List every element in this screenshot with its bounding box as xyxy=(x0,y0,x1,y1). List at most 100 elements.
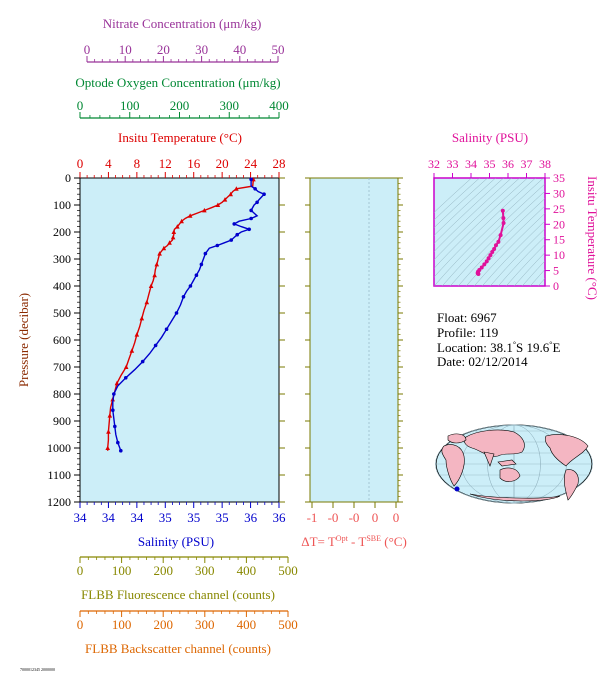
delta-tick-label: -0 xyxy=(328,510,339,525)
salinity-point xyxy=(174,311,179,315)
temperature-point xyxy=(154,261,160,267)
pressure-tick-label: 400 xyxy=(53,279,71,293)
ts-series xyxy=(475,208,506,276)
temperature-point xyxy=(123,364,129,369)
ts-point xyxy=(484,259,489,264)
temperature-point xyxy=(202,207,207,213)
pressure-tick-label: 0 xyxy=(65,171,71,185)
landmass-antarctica xyxy=(469,493,561,502)
location-map xyxy=(435,424,593,504)
temperature-point xyxy=(187,213,193,218)
location: Location: 38.1°S 19.6°E xyxy=(437,340,560,355)
temperature-point xyxy=(228,191,233,197)
delta-axis-label: ΔT= TOpt - TSBE (°C) xyxy=(301,534,407,549)
profile-plot-area xyxy=(79,177,280,503)
temperature-point xyxy=(222,197,228,202)
nitrate-tick-label: 10 xyxy=(119,42,132,57)
ts-salinity-axis-label: Salinity (PSU) xyxy=(452,130,528,145)
temperature-point xyxy=(105,445,111,450)
profile-plot-ticks: 0 4 8 12 16 20 24 28 34 34 34 35 35 35 36 36 0 100 200 300 4… xyxy=(47,156,286,525)
density-contour xyxy=(481,220,545,286)
density-contour xyxy=(434,178,512,252)
pressure-axis-label: Pressure (decibar) xyxy=(16,293,31,387)
ts-point xyxy=(493,243,498,248)
density-contour xyxy=(465,205,545,286)
temperature-point xyxy=(148,283,154,288)
profile-number: Profile: 119 xyxy=(437,325,498,340)
delta-plot-ticks: -1 -0 -0 0 0 xyxy=(279,177,403,525)
backscatter-tick-label: 500 xyxy=(278,617,298,632)
temperature-point xyxy=(106,429,111,434)
delta-label-opt: Opt xyxy=(336,534,349,543)
temperature-point xyxy=(139,315,145,321)
salinity-point xyxy=(232,222,237,226)
salinity-tick-label: 35 xyxy=(187,510,200,525)
nitrate-tick-label: 20 xyxy=(157,42,170,57)
salinity-point xyxy=(153,343,158,348)
temperature-point xyxy=(152,272,157,278)
temperature-tick-label: 4 xyxy=(105,156,112,171)
pressure-tick-label: 300 xyxy=(53,252,71,266)
salinity-point xyxy=(249,216,253,221)
fluorescence-tick-label: 300 xyxy=(195,563,215,578)
landmass-europe xyxy=(447,433,467,444)
pressure-tick-label: 500 xyxy=(53,306,71,320)
location-lon: S 19.6 xyxy=(516,340,550,355)
ts-plot-area xyxy=(433,177,546,287)
density-contour xyxy=(434,178,528,269)
delta-label-sbe: SBE xyxy=(366,534,381,543)
nitrate-axis-label: Nitrate Concentration (μm/kg) xyxy=(103,16,262,31)
temperature-point xyxy=(170,234,176,240)
density-contour xyxy=(538,158,616,296)
nitrate-axis: Nitrate Concentration (μm/kg) 0 10 20 30 40 5… xyxy=(84,16,285,63)
backscatter-axis: 0 100 200 300 400 500 FLBB Backscatter channe… xyxy=(77,610,298,656)
pressure-tick-label: 100 xyxy=(53,198,71,212)
salinity-point xyxy=(194,273,199,278)
temperature-series xyxy=(105,176,256,451)
fluorescence-tick-label: 500 xyxy=(278,563,298,578)
ts-point xyxy=(492,246,497,251)
landmass-australia xyxy=(499,467,521,482)
ts-temperature-tick-label: 30 xyxy=(553,186,565,200)
oxygen-tick-label: 400 xyxy=(269,98,289,113)
temperature-point xyxy=(129,348,135,353)
backscatter-tick-label: 200 xyxy=(153,617,173,632)
oxygen-tick-label: 100 xyxy=(120,98,140,113)
globe-landmasses xyxy=(441,429,589,502)
salinity-point xyxy=(249,177,253,182)
temperature-point xyxy=(175,224,180,229)
density-contour xyxy=(513,252,545,286)
landmass-north-america xyxy=(544,434,589,467)
delta-tick-label: -1 xyxy=(307,510,318,525)
ts-point xyxy=(482,262,487,267)
fluorescence-tick-label: 400 xyxy=(237,563,257,578)
temperature-point xyxy=(171,229,177,234)
density-contour xyxy=(473,213,545,286)
profile-date: Date: 02/12/2014 xyxy=(437,354,528,369)
location-hemisphere: E xyxy=(552,340,560,355)
density-contour xyxy=(434,178,480,221)
salinity-point xyxy=(123,376,128,380)
salinity-point xyxy=(253,187,257,191)
salinity-point xyxy=(181,295,186,299)
salinity-point xyxy=(188,284,193,288)
pressure-tick-label: 700 xyxy=(53,360,71,374)
ts-temperature-tick-label: 35 xyxy=(553,171,565,185)
pressure-tick-label: 600 xyxy=(53,333,71,347)
float-id: Float: 6967 xyxy=(437,310,497,325)
salinity-tick-label: 35 xyxy=(159,510,172,525)
ts-salinity-tick-label: 37 xyxy=(521,157,533,171)
ts-temperature-tick-label: 15 xyxy=(553,233,565,247)
salinity-tick-label: 34 xyxy=(130,510,144,525)
float-location-marker xyxy=(454,486,460,492)
salinity-point xyxy=(249,208,253,213)
fluorescence-axis-label: FLBB Fluorescence channel (counts) xyxy=(81,587,275,602)
ts-point xyxy=(490,250,495,255)
salinity-point xyxy=(262,192,266,196)
oxygen-tick-label: 200 xyxy=(170,98,190,113)
fluorescence-tick-label: 0 xyxy=(77,563,84,578)
temperature-tick-label: 8 xyxy=(134,156,141,171)
ts-temperature-tick-label: 20 xyxy=(553,217,565,231)
